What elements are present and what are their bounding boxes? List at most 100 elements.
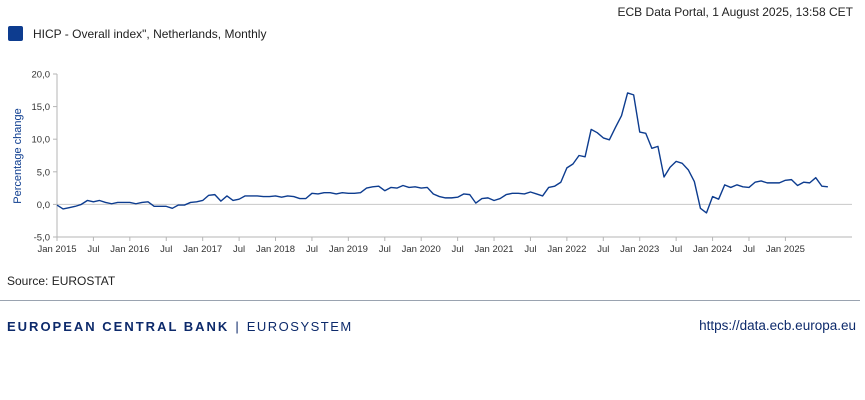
data-point[interactable] — [152, 204, 157, 209]
data-point[interactable] — [55, 203, 60, 208]
data-point[interactable] — [795, 183, 800, 188]
data-point[interactable] — [322, 190, 327, 195]
data-point[interactable] — [479, 196, 484, 201]
data-point[interactable] — [704, 210, 709, 215]
portal-link[interactable]: https://data.ecb.europa.eu — [699, 318, 856, 333]
data-point[interactable] — [376, 184, 381, 189]
data-point[interactable] — [801, 180, 806, 185]
data-point[interactable] — [97, 198, 102, 203]
data-point[interactable] — [255, 193, 260, 198]
data-point[interactable] — [613, 125, 618, 130]
data-point[interactable] — [510, 191, 515, 196]
data-point[interactable] — [789, 177, 794, 182]
data-point[interactable] — [819, 184, 824, 189]
data-point[interactable] — [589, 127, 594, 132]
data-point[interactable] — [680, 161, 685, 166]
data-point[interactable] — [419, 186, 424, 191]
data-point[interactable] — [771, 180, 776, 185]
data-point[interactable] — [473, 201, 478, 206]
data-point[interactable] — [352, 191, 357, 196]
data-point[interactable] — [212, 192, 217, 197]
data-point[interactable] — [79, 202, 84, 207]
data-point[interactable] — [686, 167, 691, 172]
data-point[interactable] — [364, 186, 369, 191]
data-point[interactable] — [224, 193, 229, 198]
data-point[interactable] — [546, 185, 551, 190]
data-point[interactable] — [765, 180, 770, 185]
data-point[interactable] — [121, 200, 126, 205]
data-point[interactable] — [577, 153, 582, 158]
data-point[interactable] — [716, 197, 721, 202]
data-point[interactable] — [692, 179, 697, 184]
data-point[interactable] — [698, 206, 703, 211]
data-point[interactable] — [340, 190, 345, 195]
data-point[interactable] — [370, 184, 375, 189]
data-point[interactable] — [176, 203, 181, 208]
data-point[interactable] — [637, 130, 642, 135]
data-point[interactable] — [394, 186, 399, 191]
data-point[interactable] — [522, 191, 527, 196]
data-point[interactable] — [467, 192, 472, 197]
data-point[interactable] — [115, 200, 120, 205]
data-point[interactable] — [285, 193, 290, 198]
data-point[interactable] — [437, 194, 442, 199]
data-point[interactable] — [358, 190, 363, 195]
data-point[interactable] — [127, 200, 132, 205]
data-point[interactable] — [455, 195, 460, 200]
data-point[interactable] — [777, 180, 782, 185]
data-point[interactable] — [449, 195, 454, 200]
data-point[interactable] — [516, 191, 521, 196]
data-point[interactable] — [734, 182, 739, 187]
data-point[interactable] — [334, 191, 339, 196]
data-point[interactable] — [407, 185, 412, 190]
data-point[interactable] — [109, 201, 114, 206]
data-point[interactable] — [583, 154, 588, 159]
data-point[interactable] — [443, 195, 448, 200]
data-point[interactable] — [91, 199, 96, 204]
data-point[interactable] — [528, 190, 533, 195]
data-point[interactable] — [425, 185, 430, 190]
data-point[interactable] — [182, 203, 187, 208]
data-point[interactable] — [206, 193, 211, 198]
data-point[interactable] — [722, 182, 727, 187]
data-point[interactable] — [558, 180, 563, 185]
data-point[interactable] — [813, 175, 818, 180]
data-point[interactable] — [316, 191, 321, 196]
data-point[interactable] — [564, 165, 569, 170]
data-point[interactable] — [85, 198, 90, 203]
data-point[interactable] — [103, 200, 108, 205]
data-point[interactable] — [200, 198, 205, 203]
data-point[interactable] — [662, 175, 667, 180]
data-point[interactable] — [413, 184, 418, 189]
data-point[interactable] — [279, 195, 284, 200]
data-point[interactable] — [388, 185, 393, 190]
data-point[interactable] — [164, 204, 169, 209]
data-point[interactable] — [485, 195, 490, 200]
data-point[interactable] — [170, 206, 175, 211]
data-point[interactable] — [540, 193, 545, 198]
data-point[interactable] — [631, 92, 636, 97]
data-point[interactable] — [73, 204, 78, 209]
data-point[interactable] — [607, 137, 612, 142]
data-point[interactable] — [753, 180, 758, 185]
data-point[interactable] — [674, 159, 679, 164]
data-point[interactable] — [382, 188, 387, 193]
data-point[interactable] — [139, 200, 144, 205]
data-point[interactable] — [625, 90, 630, 95]
data-point[interactable] — [740, 184, 745, 189]
data-point[interactable] — [231, 198, 236, 203]
data-point[interactable] — [595, 130, 600, 135]
data-point[interactable] — [668, 165, 673, 170]
data-point[interactable] — [291, 194, 296, 199]
data-point[interactable] — [570, 161, 575, 166]
data-point[interactable] — [328, 190, 333, 195]
data-point[interactable] — [346, 191, 351, 196]
data-point[interactable] — [297, 196, 302, 201]
data-point[interactable] — [243, 193, 248, 198]
data-point[interactable] — [237, 197, 242, 202]
data-point[interactable] — [759, 178, 764, 183]
data-point[interactable] — [303, 196, 308, 201]
data-point[interactable] — [67, 205, 72, 210]
data-point[interactable] — [249, 193, 254, 198]
data-point[interactable] — [504, 192, 509, 197]
